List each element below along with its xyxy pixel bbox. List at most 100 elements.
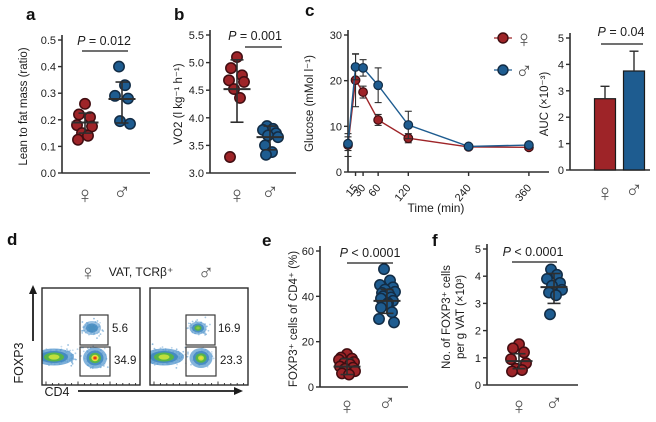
arrowhead-up [29,285,37,294]
female-symbol: ♀ [76,182,94,209]
legend-male-symbol: ♂ [515,58,533,85]
error-bar [223,59,251,124]
male-bar [622,70,646,171]
p-value: P = 0.001 [228,29,282,43]
data-point [225,62,237,75]
x-tick-label: 60 [366,182,383,199]
flow-x-axis-title: CD4 [44,385,69,399]
y-tick-label: 0.4 [41,62,56,74]
male-symbol: ♂ [113,179,131,206]
panel-d: ♀ VAT, TCRβ⁺ ♂ FOXP3 CD4 5.6 34.9 16.9 23.3 [12,260,249,399]
y-axis-title: Lean to fat mass (ratio) [18,47,30,165]
gate-rect [79,346,111,377]
female-symbol: ♀ [80,260,97,285]
error-bar [600,85,610,99]
data-point [507,342,519,355]
y-tick-label: 3 [558,86,564,98]
data-point [224,151,236,163]
data-point [114,115,126,128]
data-point [262,129,274,142]
y-axis-title: AUC (×10⁻³) [539,72,551,137]
legend-female-symbol: ♀ [515,26,533,53]
error-bar [373,288,401,315]
y-tick-label: 4 [558,59,564,71]
gate-rect [79,314,109,346]
y-tick-label: 0.5 [41,35,56,47]
error-bar [540,272,568,305]
data-point [403,120,414,130]
data-point [113,60,125,73]
data-point [505,353,517,366]
data-point [524,140,534,150]
error-bar [333,357,361,376]
y-tick-label: 3.0 [189,168,204,180]
legend-marker [497,32,509,44]
flow-plot-frame [149,287,249,386]
legend: ♀♂ [494,26,533,85]
data-point [378,263,390,276]
panel-letter-a: a [26,5,36,24]
female-symbol: ♀ [228,182,246,209]
y-tick-label: 0 [336,167,342,179]
y-tick-label: 4.5 [189,85,204,97]
y-tick-label: 60 [302,246,314,258]
data-point [518,346,530,359]
flow-density-plot [42,317,109,370]
flow-axis-ticks [153,381,245,385]
y-tick-label: 0.2 [41,115,56,127]
y-tick-label: 0 [558,165,564,177]
male-symbol: ♂ [378,390,396,417]
y-tick-label: 40 [302,291,314,303]
panel-letter-b: b [174,5,185,24]
y-tick-label: 2 [475,326,481,338]
data-point [358,87,368,97]
y-axis-title: VO2 (l kg⁻¹ h⁻¹) [173,63,185,144]
panel-letter-e: e [262,231,272,250]
arrowhead-right [234,387,243,395]
female-symbol: ♀ [510,393,528,420]
female-symbol: ♀ [338,393,356,420]
panel-letter-c: c [305,1,315,20]
y-tick-label: 5.0 [189,58,204,70]
error-bar [505,352,533,370]
series-line [347,78,529,149]
panel-b: 3.0 3.5 4.0 4.5 5.0 5.5 VO2 (l kg⁻¹ h⁻¹) P = 0.… [173,29,296,209]
y-tick-label: 20 [330,76,342,88]
data-point [223,74,235,87]
data-point [388,316,400,329]
panel-f: 0 1 2 3 4 5 No. of FOXP3⁺ cells per g VAT (×10³… [441,244,578,420]
flow-density-plot [150,316,215,369]
panel-a: 0.0 0.1 0.2 0.3 0.4 0.5 Lean to fat mass (rati… [18,34,150,209]
flow-axis-ticks [45,381,137,385]
panel-letter-f: f [432,231,438,250]
y-tick-label: 0 [475,380,481,392]
data-point [506,365,518,378]
data-point [544,308,556,321]
gate-percentage: 34.9 [114,355,136,367]
error-bar [629,50,639,71]
panel-letter-d: d [7,230,18,249]
data-point [373,313,385,325]
p-value: P < 0.0001 [503,245,564,259]
y-tick-label: 2 [558,112,564,124]
gate-rect [185,346,217,377]
x-tick-label: 360 [513,182,534,204]
male-symbol: ♂ [625,177,643,204]
male-symbol: ♂ [545,390,563,417]
y-axis-title: per g VAT (×10³) [455,275,467,359]
y-tick-label: 3.5 [189,140,204,152]
data-point [260,148,272,161]
p-value: P = 0.04 [598,25,645,39]
flow-plot-frame [41,287,141,386]
data-point [373,115,384,125]
y-tick-label: 30 [330,30,342,42]
y-axis-title: Glucose (mMol l⁻¹) [304,55,316,152]
gate-percentage: 23.3 [220,355,242,367]
error-bar [256,125,284,151]
gate-percentage: 16.9 [218,323,240,335]
flow-title: VAT, TCRβ⁺ [109,265,174,279]
